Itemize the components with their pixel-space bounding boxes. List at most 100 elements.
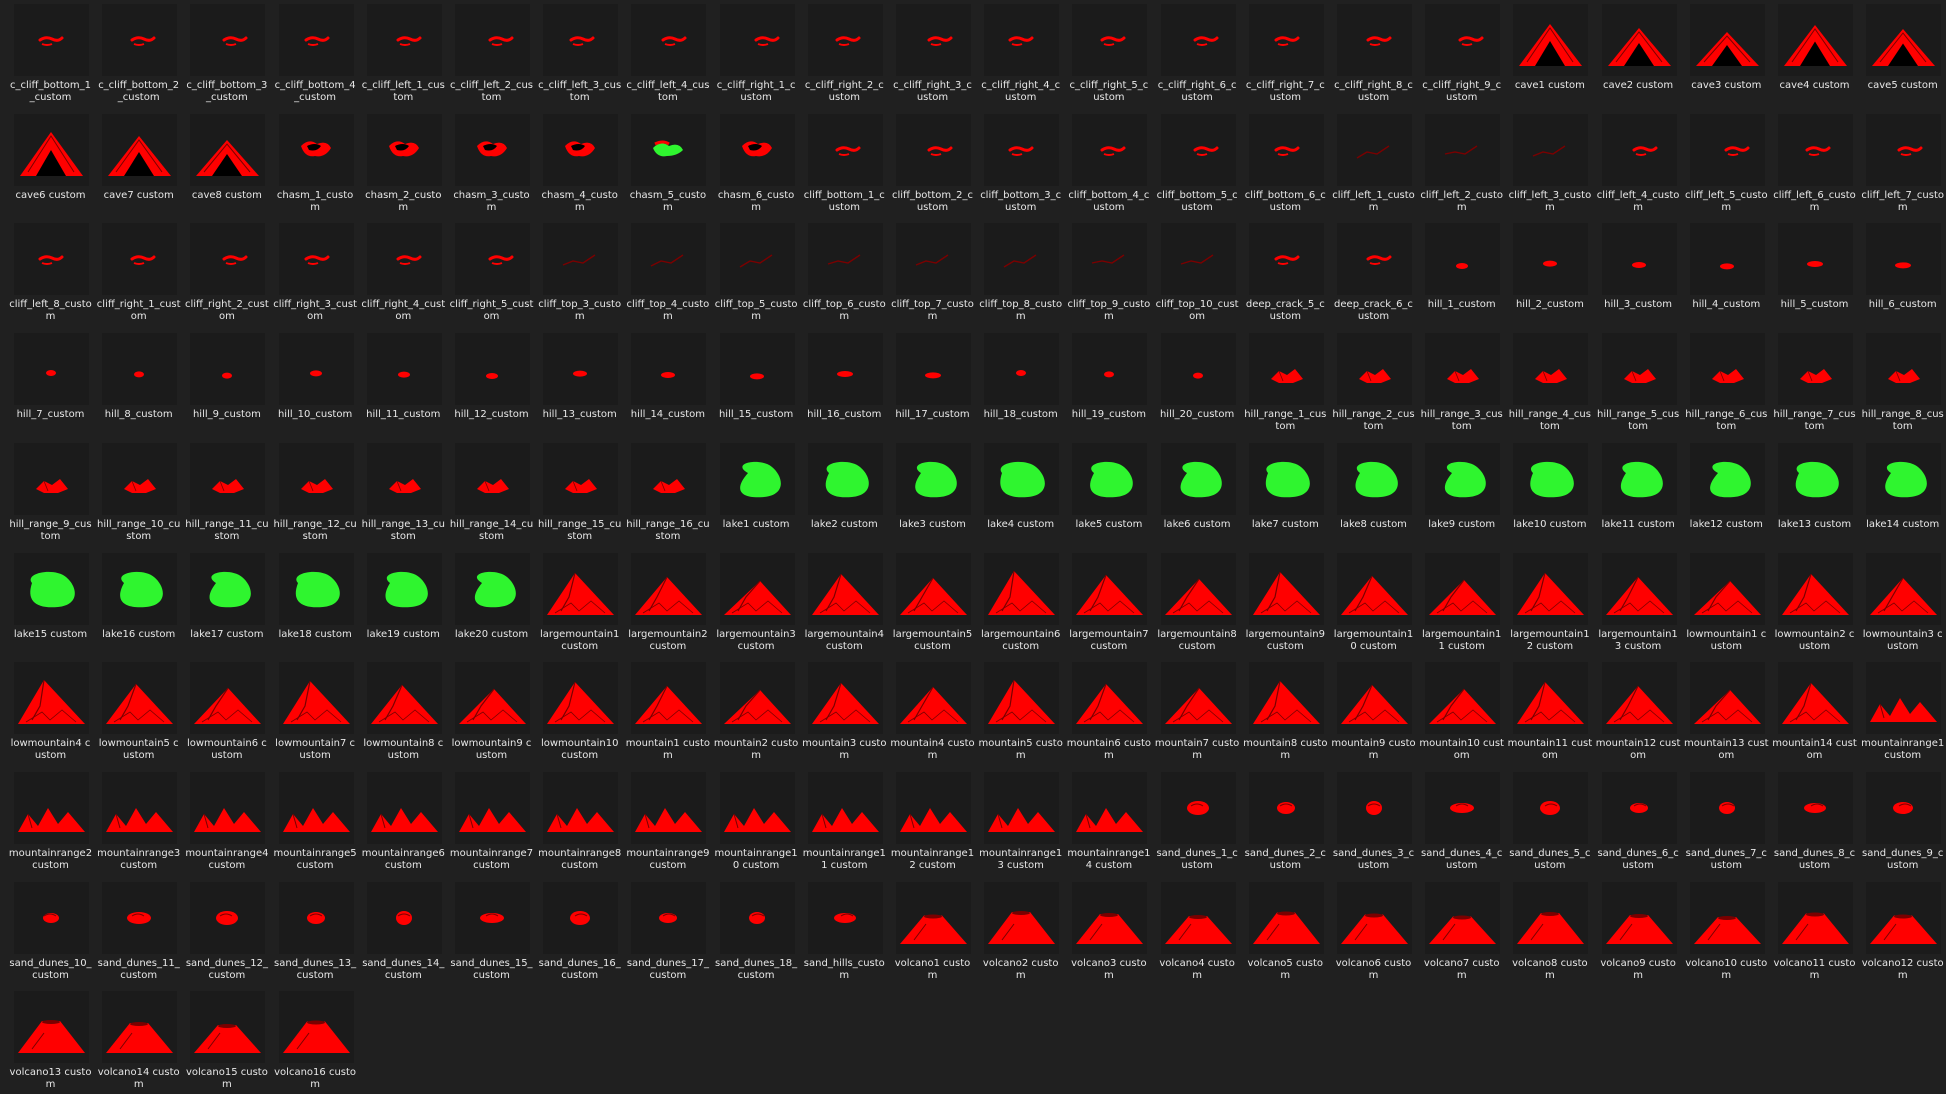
file-item[interactable]: hill_3_custom (1596, 219, 1681, 322)
file-item[interactable]: largemountain2 custom (625, 549, 710, 652)
file-item[interactable]: cliff_top_4_custom (625, 219, 710, 322)
file-item[interactable]: largemountain11 custom (1419, 549, 1504, 652)
file-item[interactable]: hill_range_8_custom (1860, 329, 1945, 432)
file-item[interactable]: lake5 custom (1066, 439, 1151, 542)
file-item[interactable]: sand_dunes_5_custom (1507, 768, 1592, 871)
file-item[interactable]: volcano14 custom (96, 987, 181, 1090)
file-item[interactable]: hill_13_custom (537, 329, 622, 432)
file-item[interactable]: volcano3 custom (1066, 878, 1151, 981)
file-item[interactable]: lake12 custom (1684, 439, 1769, 542)
file-item[interactable]: volcano7 custom (1419, 878, 1504, 981)
file-item[interactable]: cliff_left_2_custom (1419, 110, 1504, 213)
file-item[interactable]: lake6 custom (1155, 439, 1240, 542)
file-item[interactable]: mountain13 custom (1684, 658, 1769, 761)
file-item[interactable]: sand_dunes_16_custom (537, 878, 622, 981)
file-item[interactable]: chasm_1_custom (273, 110, 358, 213)
file-item[interactable]: cave4 custom (1772, 0, 1857, 103)
file-item[interactable]: c_cliff_right_1_custom (714, 0, 799, 103)
file-item[interactable]: hill_8_custom (96, 329, 181, 432)
file-item[interactable]: volcano10 custom (1684, 878, 1769, 981)
file-item[interactable]: sand_dunes_8_custom (1772, 768, 1857, 871)
file-item[interactable]: chasm_6_custom (714, 110, 799, 213)
file-item[interactable]: cave5 custom (1860, 0, 1945, 103)
file-item[interactable]: mountainrange1 custom (1860, 658, 1945, 761)
file-item[interactable]: hill_range_5_custom (1596, 329, 1681, 432)
file-item[interactable]: mountainrange3 custom (96, 768, 181, 871)
file-item[interactable]: sand_dunes_6_custom (1596, 768, 1681, 871)
file-item[interactable]: volcano15 custom (184, 987, 269, 1090)
file-item[interactable]: mountain4 custom (890, 658, 975, 761)
file-item[interactable]: hill_range_6_custom (1684, 329, 1769, 432)
file-item[interactable]: chasm_3_custom (449, 110, 534, 213)
file-item[interactable]: cliff_bottom_1_custom (802, 110, 887, 213)
file-item[interactable]: cave2 custom (1596, 0, 1681, 103)
file-item[interactable]: cliff_left_4_custom (1596, 110, 1681, 213)
file-item[interactable]: volcano1 custom (890, 878, 975, 981)
file-item[interactable]: mountainrange4 custom (184, 768, 269, 871)
file-item[interactable]: sand_dunes_3_custom (1331, 768, 1416, 871)
file-item[interactable]: mountain12 custom (1596, 658, 1681, 761)
file-item[interactable]: cliff_left_1_custom (1331, 110, 1416, 213)
file-item[interactable]: lake20 custom (449, 549, 534, 652)
file-item[interactable]: sand_dunes_2_custom (1243, 768, 1328, 871)
file-item[interactable]: c_cliff_left_3_custom (537, 0, 622, 103)
file-item[interactable]: lowmountain8 custom (361, 658, 446, 761)
file-item[interactable]: lowmountain2 custom (1772, 549, 1857, 652)
file-item[interactable]: cliff_bottom_2_custom (890, 110, 975, 213)
file-item[interactable]: cave7 custom (96, 110, 181, 213)
file-item[interactable]: cliff_right_3_custom (273, 219, 358, 322)
file-item[interactable]: volcano11 custom (1772, 878, 1857, 981)
file-item[interactable]: cliff_right_5_custom (449, 219, 534, 322)
file-item[interactable]: hill_2_custom (1507, 219, 1592, 322)
file-item[interactable]: hill_10_custom (273, 329, 358, 432)
file-item[interactable]: hill_12_custom (449, 329, 534, 432)
file-item[interactable]: c_cliff_left_2_custom (449, 0, 534, 103)
file-item[interactable]: hill_17_custom (890, 329, 975, 432)
file-item[interactable]: lake14 custom (1860, 439, 1945, 542)
file-item[interactable]: mountain1 custom (625, 658, 710, 761)
file-item[interactable]: volcano12 custom (1860, 878, 1945, 981)
file-item[interactable]: volcano8 custom (1507, 878, 1592, 981)
file-item[interactable]: hill_20_custom (1155, 329, 1240, 432)
file-item[interactable]: hill_range_4_custom (1507, 329, 1592, 432)
file-item[interactable]: cliff_right_2_custom (184, 219, 269, 322)
file-item[interactable]: lake7 custom (1243, 439, 1328, 542)
file-item[interactable]: mountain3 custom (802, 658, 887, 761)
file-item[interactable]: cliff_left_8_custom (8, 219, 93, 322)
file-item[interactable]: cliff_bottom_3_custom (978, 110, 1063, 213)
file-item[interactable]: lake8 custom (1331, 439, 1416, 542)
file-item[interactable]: cliff_top_7_custom (890, 219, 975, 322)
file-item[interactable]: cliff_left_5_custom (1684, 110, 1769, 213)
file-item[interactable]: cliff_bottom_5_custom (1155, 110, 1240, 213)
file-item[interactable]: mountainrange14 custom (1066, 768, 1151, 871)
file-item[interactable]: sand_dunes_18_custom (714, 878, 799, 981)
file-item[interactable]: mountainrange13 custom (978, 768, 1063, 871)
file-item[interactable]: lowmountain7 custom (273, 658, 358, 761)
file-item[interactable]: lake3 custom (890, 439, 975, 542)
file-item[interactable]: largemountain4 custom (802, 549, 887, 652)
file-item[interactable]: cliff_left_3_custom (1507, 110, 1592, 213)
file-item[interactable]: deep_crack_6_custom (1331, 219, 1416, 322)
file-item[interactable]: lake13 custom (1772, 439, 1857, 542)
file-item[interactable]: lowmountain4 custom (8, 658, 93, 761)
file-item[interactable]: volcano5 custom (1243, 878, 1328, 981)
file-item[interactable]: mountainrange12 custom (890, 768, 975, 871)
file-item[interactable]: c_cliff_bottom_2_custom (96, 0, 181, 103)
file-item[interactable]: c_cliff_right_7_custom (1243, 0, 1328, 103)
file-item[interactable]: mountainrange11 custom (802, 768, 887, 871)
file-item[interactable]: lowmountain1 custom (1684, 549, 1769, 652)
file-item[interactable]: cliff_top_10_custom (1155, 219, 1240, 322)
file-item[interactable]: mountain7 custom (1155, 658, 1240, 761)
file-item[interactable]: lowmountain10 custom (537, 658, 622, 761)
file-item[interactable]: hill_range_14_custom (449, 439, 534, 542)
file-item[interactable]: c_cliff_bottom_1_custom (8, 0, 93, 103)
file-item[interactable]: lake10 custom (1507, 439, 1592, 542)
file-item[interactable]: hill_range_12_custom (273, 439, 358, 542)
file-item[interactable]: hill_18_custom (978, 329, 1063, 432)
file-item[interactable]: hill_range_13_custom (361, 439, 446, 542)
file-item[interactable]: cliff_bottom_6_custom (1243, 110, 1328, 213)
file-item[interactable]: sand_dunes_15_custom (449, 878, 534, 981)
file-item[interactable]: hill_14_custom (625, 329, 710, 432)
file-item[interactable]: mountainrange7 custom (449, 768, 534, 871)
file-item[interactable]: hill_range_9_custom (8, 439, 93, 542)
